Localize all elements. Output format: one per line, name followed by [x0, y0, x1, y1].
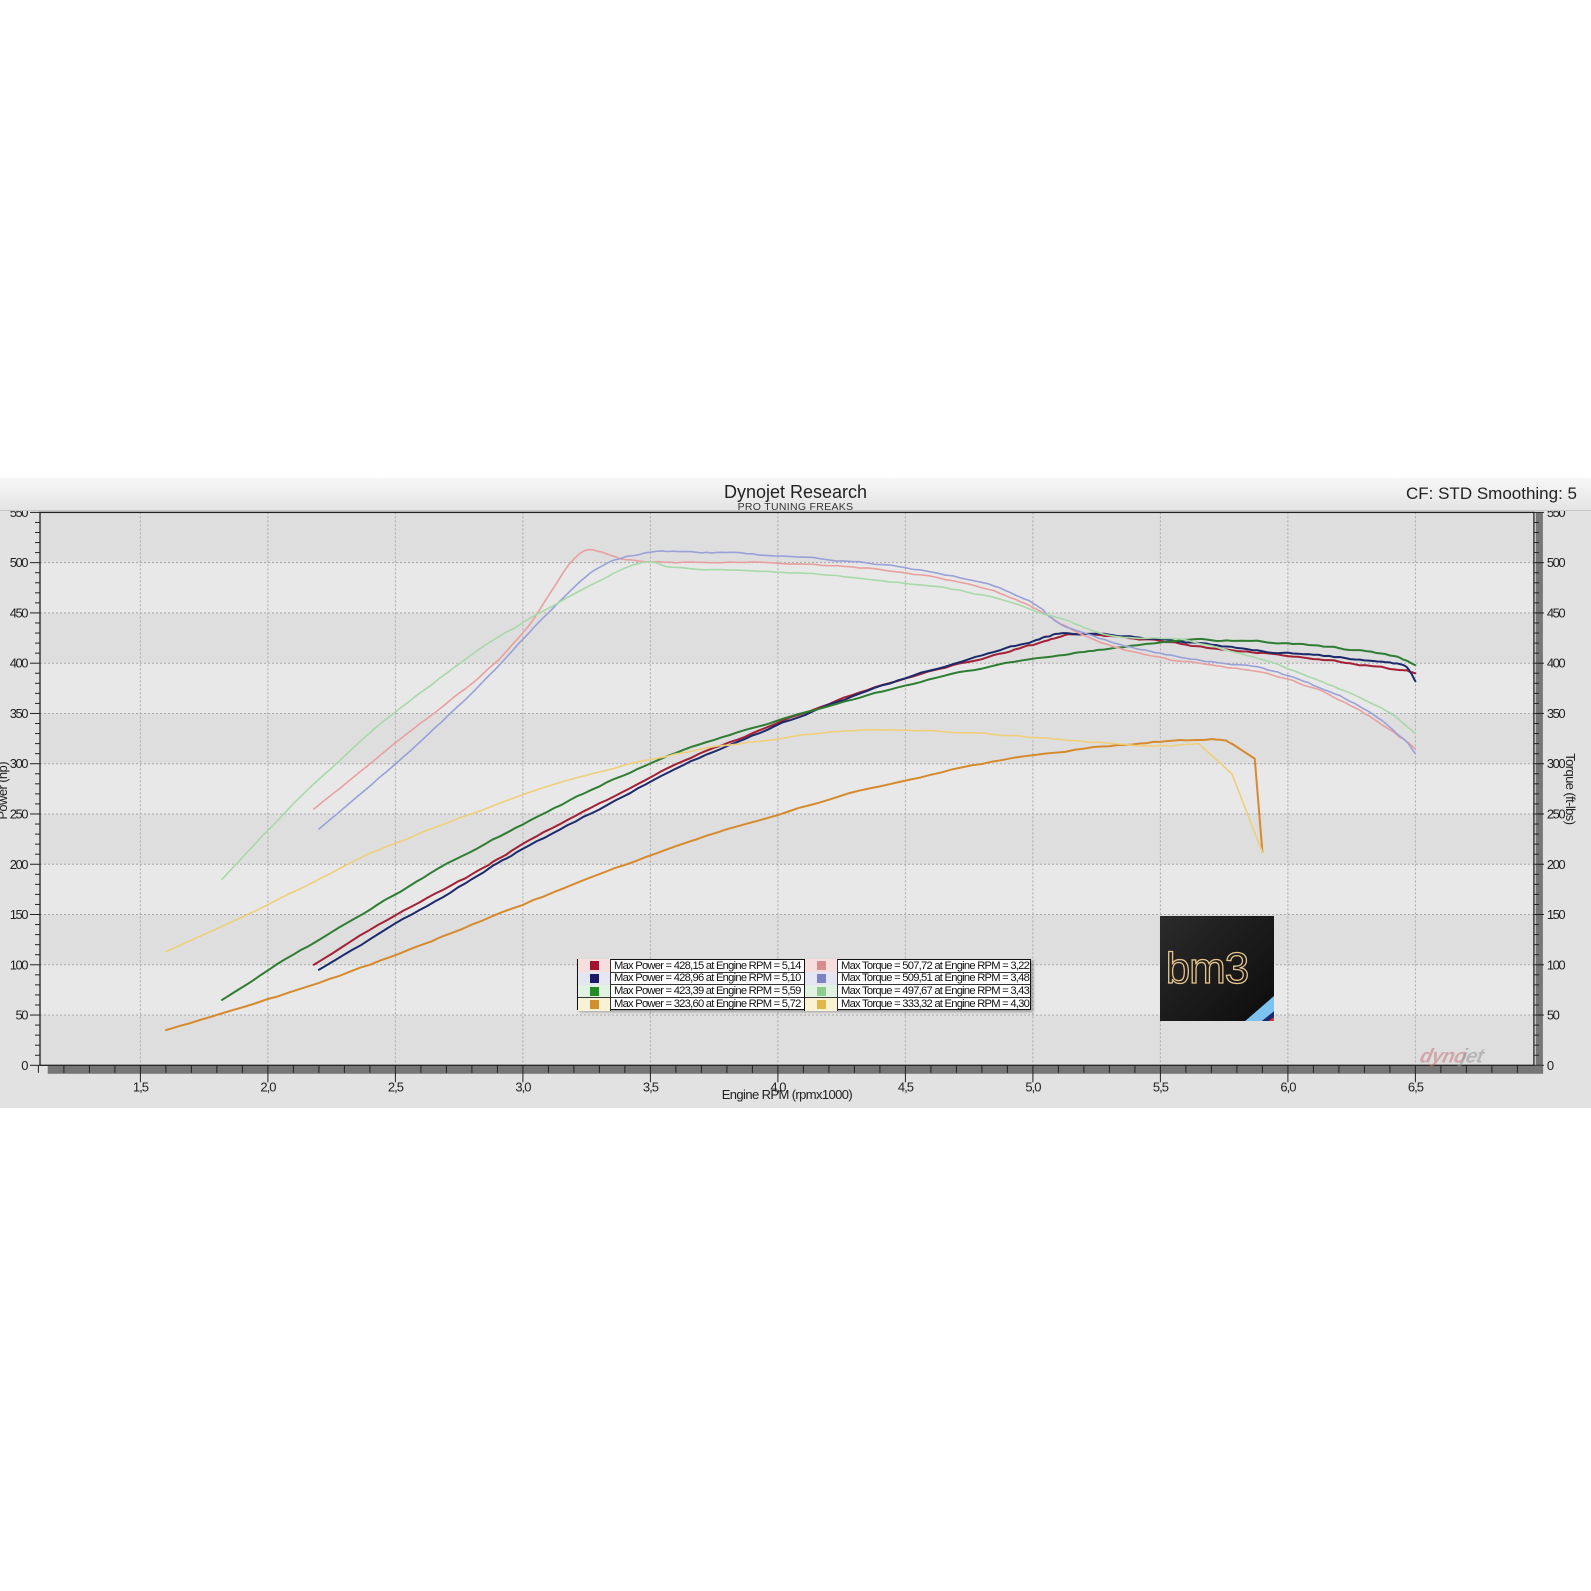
- svg-text:100: 100: [10, 957, 28, 972]
- svg-text:Engine RPM (rpmx1000): Engine RPM (rpmx1000): [722, 1087, 853, 1102]
- svg-text:6,0: 6,0: [1280, 1079, 1296, 1094]
- svg-text:550: 550: [10, 511, 28, 520]
- svg-text:150: 150: [1547, 907, 1565, 922]
- svg-text:5,5: 5,5: [1153, 1079, 1169, 1094]
- svg-text:200: 200: [1547, 857, 1565, 872]
- svg-text:200: 200: [10, 857, 28, 872]
- svg-text:450: 450: [1547, 605, 1565, 620]
- svg-text:2,5: 2,5: [388, 1079, 404, 1094]
- svg-text:350: 350: [1547, 706, 1565, 721]
- svg-text:3,5: 3,5: [643, 1079, 659, 1094]
- svg-text:6,5: 6,5: [1408, 1079, 1424, 1094]
- svg-text:3,0: 3,0: [515, 1079, 531, 1094]
- svg-text:150: 150: [10, 907, 28, 922]
- svg-text:100: 100: [1547, 957, 1565, 972]
- svg-text:5,0: 5,0: [1025, 1079, 1041, 1094]
- svg-text:0: 0: [1547, 1058, 1554, 1073]
- svg-text:Torque (ft-lbs): Torque (ft-lbs): [1563, 753, 1578, 824]
- svg-text:50: 50: [16, 1008, 29, 1023]
- svg-text:0: 0: [21, 1058, 28, 1073]
- svg-text:250: 250: [1547, 806, 1565, 821]
- svg-text:350: 350: [10, 706, 28, 721]
- svg-text:400: 400: [10, 656, 28, 671]
- svg-text:500: 500: [10, 555, 28, 570]
- svg-text:1,5: 1,5: [133, 1079, 149, 1094]
- svg-text:Power (hp): Power (hp): [0, 762, 10, 820]
- svg-text:2,0: 2,0: [260, 1079, 276, 1094]
- svg-text:50: 50: [1547, 1008, 1560, 1023]
- svg-text:300: 300: [1547, 756, 1565, 771]
- svg-text:550: 550: [1547, 511, 1565, 520]
- svg-text:450: 450: [10, 605, 28, 620]
- svg-text:250: 250: [10, 806, 28, 821]
- svg-text:4,5: 4,5: [898, 1079, 914, 1094]
- svg-text:500: 500: [1547, 555, 1565, 570]
- svg-text:300: 300: [10, 756, 28, 771]
- svg-text:400: 400: [1547, 656, 1565, 671]
